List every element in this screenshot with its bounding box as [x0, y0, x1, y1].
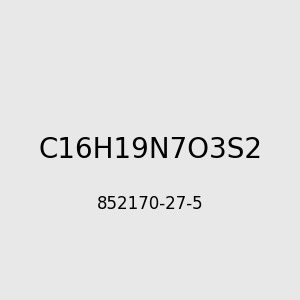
Text: 852170-27-5: 852170-27-5 — [97, 195, 203, 213]
Text: C16H19N7O3S2: C16H19N7O3S2 — [38, 136, 262, 164]
